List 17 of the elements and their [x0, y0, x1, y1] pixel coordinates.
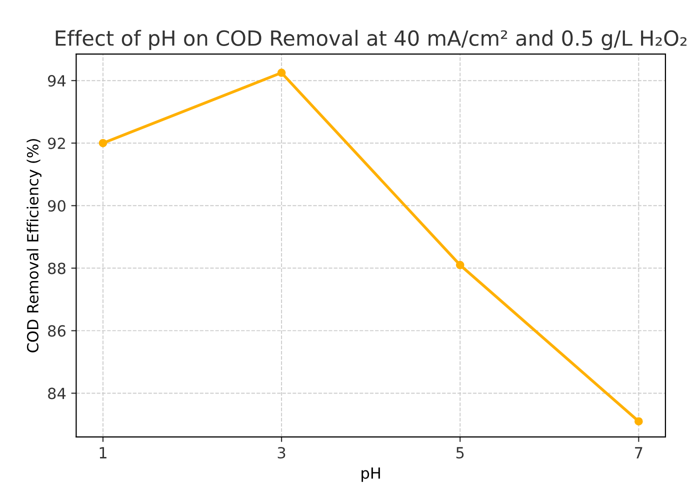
x-tick-label: 5: [456, 447, 464, 459]
y-tick-label: 88: [48, 262, 66, 274]
x-tick-label: 3: [278, 446, 286, 459]
point: [634, 417, 643, 426]
y-tick-label: 86: [48, 325, 66, 337]
y-tick-label: 94: [48, 75, 66, 87]
y-tick-label: 92: [48, 138, 65, 150]
point: [456, 260, 464, 270]
point: [98, 138, 108, 148]
x-axis-title: pH: [362, 468, 380, 482]
y-axis-title: COD Removal Efficiency (%): [26, 139, 42, 352]
x-tick-label: 7: [635, 447, 642, 458]
point: [277, 68, 286, 77]
chart-title: Effect of pH on COD Removal at 40 mA/cm² and 0.5 g/L H₂O₂: [56, 30, 686, 50]
y-tick-label: 90: [48, 200, 66, 212]
y-tick-label: 84: [48, 388, 66, 400]
x-tick-label: 1: [100, 447, 106, 458]
